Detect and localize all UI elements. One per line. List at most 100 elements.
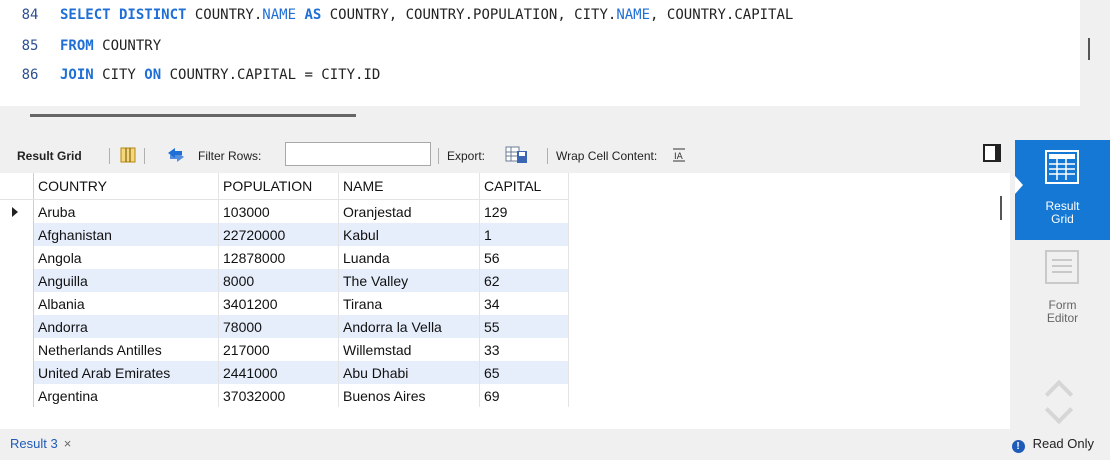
cell-population[interactable]: 103000: [218, 199, 339, 223]
grid-vertical-scrollbar[interactable]: [1000, 196, 1002, 220]
cell-population[interactable]: 78000: [218, 315, 339, 338]
wrap-cell-content-icon[interactable]: IA: [672, 140, 686, 172]
cell-name[interactable]: Willemstad: [338, 338, 480, 361]
cell-population[interactable]: 22720000: [218, 223, 339, 246]
sql-editor[interactable]: 84 SELECT DISTINCT COUNTRY.NAME AS COUNTR…: [0, 0, 1090, 106]
chevron-down-icon[interactable]: [1044, 395, 1074, 425]
line-number: 84: [21, 7, 39, 23]
cell-country[interactable]: Netherlands Antilles: [33, 338, 219, 361]
cell-population[interactable]: 8000: [218, 269, 339, 292]
cell-country[interactable]: United Arab Emirates: [33, 361, 219, 384]
cell-capital[interactable]: 65: [479, 361, 569, 384]
cell-name[interactable]: Oranjestad: [338, 199, 480, 223]
cell-capital[interactable]: 55: [479, 315, 569, 338]
table-row[interactable]: Albania 3401200 Tirana 34: [0, 292, 569, 315]
row-header[interactable]: [0, 361, 34, 384]
tab-result-3[interactable]: Result 3 ×: [10, 436, 71, 451]
sql-keyword: NAME: [262, 7, 297, 23]
cell-name[interactable]: Abu Dhabi: [338, 361, 480, 384]
close-icon[interactable]: ×: [63, 436, 72, 451]
table-row[interactable]: Netherlands Antilles 217000 Willemstad 33: [0, 338, 569, 361]
cell-country[interactable]: Angola: [33, 246, 219, 269]
editor-horizontal-scrollbar[interactable]: [30, 114, 356, 117]
cell-country[interactable]: Afghanistan: [33, 223, 219, 246]
sql-keyword: JOIN: [60, 67, 94, 83]
cell-population[interactable]: 37032000: [218, 384, 339, 407]
cell-population[interactable]: 12878000: [218, 246, 339, 269]
cell-name[interactable]: Kabul: [338, 223, 480, 246]
side-panel: Result Grid Form Editor: [1015, 140, 1110, 430]
column-header-capital[interactable]: CAPITAL: [479, 173, 569, 200]
cell-capital[interactable]: 69: [479, 384, 569, 407]
read-only-status: ! Read Only: [1011, 436, 1094, 453]
result-grid-panel-icon: [1045, 150, 1079, 184]
result-grid: COUNTRY POPULATION NAME CAPITAL Aruba 103…: [0, 173, 1010, 429]
filter-rows-input[interactable]: [285, 142, 431, 166]
wrap-cell-content-label: Wrap Cell Content:: [556, 149, 658, 163]
column-header-country[interactable]: COUNTRY: [33, 173, 219, 200]
row-header[interactable]: [0, 269, 34, 292]
row-header[interactable]: [0, 315, 34, 338]
result-grid-panel-button[interactable]: Result Grid: [1015, 140, 1110, 240]
export-icon[interactable]: [505, 140, 529, 172]
cell-country[interactable]: Anguilla: [33, 269, 219, 292]
cell-population[interactable]: 3401200: [218, 292, 339, 315]
read-only-label: Read Only: [1032, 436, 1094, 451]
code-token: CITY: [93, 67, 145, 83]
table-row[interactable]: Andorra 78000 Andorra la Vella 55: [0, 315, 569, 338]
toolbar-divider: [438, 148, 439, 164]
line-number: 86: [21, 67, 39, 83]
form-editor-panel-button[interactable]: Form Editor: [1015, 244, 1110, 344]
cell-capital[interactable]: 34: [479, 292, 569, 315]
result-grid-panel-label-2: Grid: [1051, 212, 1074, 226]
row-header[interactable]: [0, 223, 34, 246]
cell-capital[interactable]: 62: [479, 269, 569, 292]
table-row[interactable]: Afghanistan 22720000 Kabul 1: [0, 223, 569, 246]
cell-population[interactable]: 217000: [218, 338, 339, 361]
table-row[interactable]: Aruba 103000 Oranjestad 129: [0, 199, 569, 223]
toolbar-divider: [109, 148, 110, 164]
toolbar-divider: [144, 148, 145, 164]
code-token: COUNTRY: [93, 38, 162, 54]
result-grid-label: Result Grid: [17, 149, 82, 163]
table-row[interactable]: Anguilla 8000 The Valley 62: [0, 269, 569, 292]
code-line[interactable]: 85 FROM COUNTRY: [0, 31, 162, 61]
cell-country[interactable]: Argentina: [33, 384, 219, 407]
row-header[interactable]: [0, 384, 34, 407]
cell-country[interactable]: Aruba: [33, 199, 219, 223]
code-token: COUNTRY.CAPITAL = CITY.ID: [161, 67, 381, 83]
row-header[interactable]: [0, 292, 34, 315]
columns-icon[interactable]: [120, 140, 136, 172]
form-editor-icon: [1045, 250, 1079, 284]
result-toolbar: Result Grid Filter Rows: Export: Wrap Ce…: [0, 140, 1010, 172]
panel-scroll-arrows[interactable]: [1043, 378, 1083, 425]
cell-capital[interactable]: 56: [479, 246, 569, 269]
table-row[interactable]: Angola 12878000 Luanda 56: [0, 246, 569, 269]
cell-population[interactable]: 2441000: [218, 361, 339, 384]
cell-capital[interactable]: 1: [479, 223, 569, 246]
row-header[interactable]: [0, 199, 34, 223]
table-row[interactable]: Argentina 37032000 Buenos Aires 69: [0, 384, 569, 407]
refresh-icon[interactable]: [166, 140, 186, 172]
export-label: Export:: [447, 149, 486, 163]
row-header[interactable]: [0, 338, 34, 361]
cell-name[interactable]: Luanda: [338, 246, 480, 269]
cell-name[interactable]: Andorra la Vella: [338, 315, 480, 338]
cell-country[interactable]: Andorra: [33, 315, 219, 338]
column-header-population[interactable]: POPULATION: [218, 173, 339, 200]
code-line[interactable]: 86 JOIN CITY ON COUNTRY.CAPITAL = CITY.ID: [0, 60, 381, 90]
cell-country[interactable]: Albania: [33, 292, 219, 315]
cell-name[interactable]: Tirana: [338, 292, 480, 315]
cell-name[interactable]: The Valley: [338, 269, 480, 292]
cell-name[interactable]: Buenos Aires: [338, 384, 480, 407]
cell-capital[interactable]: 129: [479, 199, 569, 223]
result-tab-label: Result 3: [10, 436, 58, 451]
editor-vertical-scrollbar[interactable]: [1088, 38, 1090, 60]
cell-capital[interactable]: 33: [479, 338, 569, 361]
sql-keyword: NAME: [616, 7, 651, 23]
code-line[interactable]: 84 SELECT DISTINCT COUNTRY.NAME AS COUNTR…: [0, 0, 794, 30]
table-row[interactable]: United Arab Emirates 2441000 Abu Dhabi 65: [0, 361, 569, 384]
column-header-name[interactable]: NAME: [338, 173, 480, 200]
row-header[interactable]: [0, 246, 34, 269]
toggle-panel-icon[interactable]: [983, 144, 1001, 162]
